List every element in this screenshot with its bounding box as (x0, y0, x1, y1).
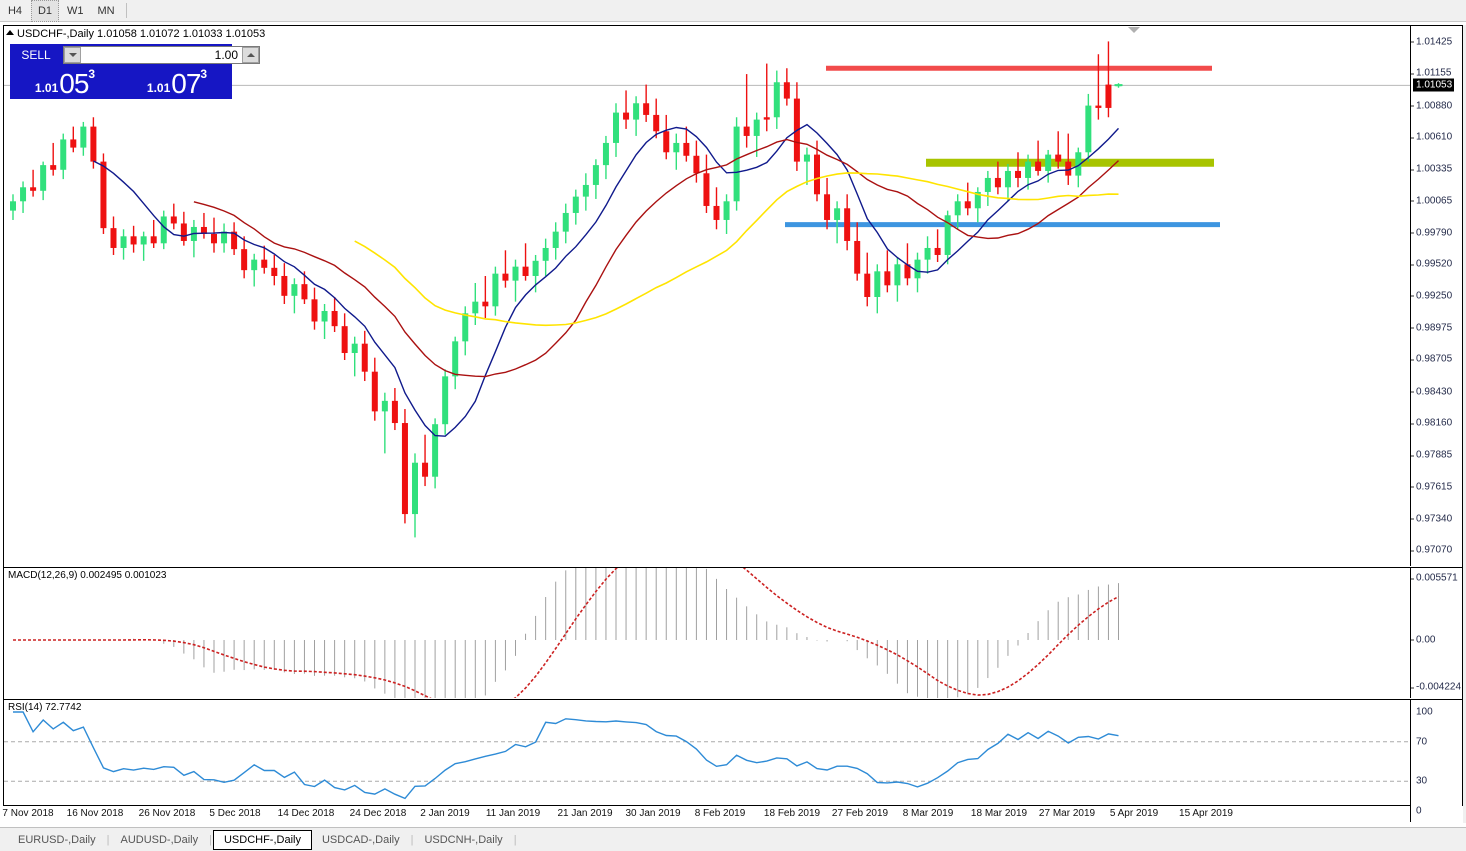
collapse-triangle-icon[interactable] (6, 30, 14, 35)
rsi-tick: 100 (1416, 706, 1433, 718)
timeframe-toolbar: H4 D1 W1 MN (0, 0, 1466, 22)
macd-tick: -0.004224 (1410, 681, 1462, 693)
price-tick: 0.98430 (1410, 386, 1453, 398)
date-tick: 30 Jan 2019 (625, 808, 681, 819)
rsi-tick: 0 (1416, 805, 1422, 817)
symbol-tab-eurusd[interactable]: EURUSD-,Daily (18, 833, 96, 846)
timeframe-button-w1[interactable]: W1 (67, 5, 84, 17)
volume-input[interactable] (81, 47, 242, 63)
macd-tick: 0.00 (1410, 634, 1436, 646)
rsi-tick: 30 (1416, 775, 1428, 787)
chevron-up-icon (246, 53, 255, 57)
toolbar-separator (125, 3, 127, 18)
price-tick: 1.00610 (1410, 131, 1453, 143)
price-tick: 1.01425 (1410, 36, 1453, 48)
date-axis[interactable]: 7 Nov 2018 16 Nov 2018 26 Nov 2018 5 Dec 20… (2, 805, 1463, 825)
date-tick: 21 Jan 2019 (557, 808, 613, 819)
sell-button[interactable]: 1.01 05 3 (10, 66, 120, 99)
chart-header-text: USDCHF-,Daily 1.01058 1.01072 1.01033 1.… (17, 28, 266, 40)
price-tick: 0.99250 (1410, 290, 1453, 302)
symbol-tab-bar: EURUSD-,Daily | AUDUSD-,Daily | USDCHF-,… (0, 827, 1466, 851)
symbol-tab-usdcnh[interactable]: USDCNH-,Daily (424, 833, 503, 846)
macd-chart (13, 568, 1119, 698)
volume-stepper[interactable] (63, 46, 260, 64)
chart-collapse-icon[interactable] (1128, 27, 1140, 33)
date-tick: 5 Dec 2018 (209, 808, 261, 819)
symbol-tab-usdcad[interactable]: USDCAD-,Daily (321, 833, 400, 846)
price-tick: 0.97885 (1410, 449, 1453, 461)
volume-decrement-button[interactable] (64, 47, 81, 63)
sell-price-big: 05 (59, 68, 89, 99)
price-axis[interactable]: 1.01425 1.01155 1.00880 1.00610 1.00335 1.000… (1410, 26, 1462, 566)
rsi-chart (4, 711, 1410, 800)
macd-tick: 0.005571 (1411, 572, 1458, 584)
price-tick: 0.99790 (1410, 227, 1453, 239)
vertical-scrollbar[interactable] (1463, 25, 1466, 823)
buy-label: BUY (274, 48, 300, 62)
sell-price-prefix: 1.01 (34, 81, 59, 95)
chevron-down-icon (68, 53, 77, 57)
date-tick: 18 Mar 2019 (970, 808, 1028, 819)
price-tick: 0.98975 (1410, 322, 1453, 334)
date-tick: 18 Feb 2019 (763, 808, 821, 819)
date-tick: 27 Mar 2019 (1038, 808, 1096, 819)
date-tick: 11 Jan 2019 (485, 808, 541, 819)
macd-axis: 0.005571 0.00 -0.004224 (1410, 568, 1462, 698)
rsi-axis: 100 70 30 0 (1410, 700, 1462, 822)
date-tick: 16 Nov 2018 (66, 808, 124, 819)
price-tick: 1.00880 (1410, 100, 1453, 112)
volume-increment-button[interactable] (242, 47, 259, 63)
date-tick: 27 Feb 2019 (831, 808, 889, 819)
buy-button[interactable]: 1.01 07 3 (122, 66, 232, 99)
price-tick: 0.99520 (1410, 258, 1453, 270)
octp-controls-row: SELL BUY (10, 44, 299, 66)
date-tick: 8 Mar 2019 (902, 808, 954, 819)
macd-label: MACD(12,26,9) 0.002495 0.001023 (8, 570, 167, 581)
price-tick: 1.00335 (1410, 163, 1453, 175)
date-tick: 15 Apr 2019 (1179, 808, 1233, 819)
date-tick: 7 Nov 2018 (2, 808, 54, 819)
price-tick: 0.98705 (1410, 353, 1453, 365)
tab-separator: | (209, 833, 212, 846)
date-tick: 24 Dec 2018 (349, 808, 407, 819)
price-tick: 0.98160 (1410, 417, 1453, 429)
timeframe-button-h4[interactable]: H4 (7, 5, 23, 17)
timeframe-button-mn[interactable]: MN (97, 5, 115, 17)
date-tick: 14 Dec 2018 (277, 808, 335, 819)
tab-separator: | (513, 833, 517, 846)
sell-label: SELL (21, 48, 51, 62)
macd-plot-area (4, 568, 1410, 698)
symbol-tab-audusd[interactable]: AUDUSD-,Daily (120, 833, 199, 846)
rsi-tick: 70 (1416, 736, 1428, 748)
candlestick-chart (4, 41, 1410, 538)
price-tick: 0.97340 (1410, 513, 1453, 525)
chart-header: USDCHF-,Daily 1.01058 1.01072 1.01033 1.… (6, 28, 265, 40)
macd-pane[interactable]: MACD(12,26,9) 0.002495 0.001023 0.005571… (4, 567, 1462, 698)
price-plot-area[interactable] (4, 26, 1410, 566)
rsi-pane[interactable]: RSI(14) 72.7742 100 70 30 0 (4, 699, 1462, 822)
price-pane[interactable]: USDCHF-,Daily 1.01058 1.01072 1.01033 1.… (4, 26, 1462, 566)
buy-price-big: 07 (171, 68, 201, 99)
price-tick: 0.97070 (1410, 544, 1453, 556)
date-tick: 5 Apr 2019 (1109, 808, 1159, 819)
current-price-badge: 1.01053 (1413, 78, 1455, 92)
rsi-label: RSI(14) 72.7742 (8, 702, 82, 713)
price-tick: 1.00065 (1410, 195, 1453, 207)
sell-price-fraction: 3 (88, 67, 96, 81)
octp-quotes-row: 1.01 05 3 1.01 07 3 (10, 66, 232, 99)
price-tick: 1.01155 (1410, 67, 1452, 79)
symbol-tab-usdchf[interactable]: USDCHF-,Daily (212, 829, 312, 850)
rsi-plot-area (4, 700, 1410, 822)
tab-separator: | (410, 833, 414, 846)
date-tick: 26 Nov 2018 (138, 808, 196, 819)
date-tick: 2 Jan 2019 (420, 808, 470, 819)
tab-separator: | (106, 833, 110, 846)
buy-price-prefix: 1.01 (146, 81, 171, 95)
price-tick: 0.97615 (1410, 481, 1453, 493)
date-tick: 8 Feb 2019 (694, 808, 746, 819)
buy-price-fraction: 3 (200, 67, 208, 81)
chart-window[interactable]: USDCHF-,Daily 1.01058 1.01072 1.01033 1.… (3, 25, 1463, 823)
timeframe-button-d1[interactable]: D1 (31, 0, 59, 22)
